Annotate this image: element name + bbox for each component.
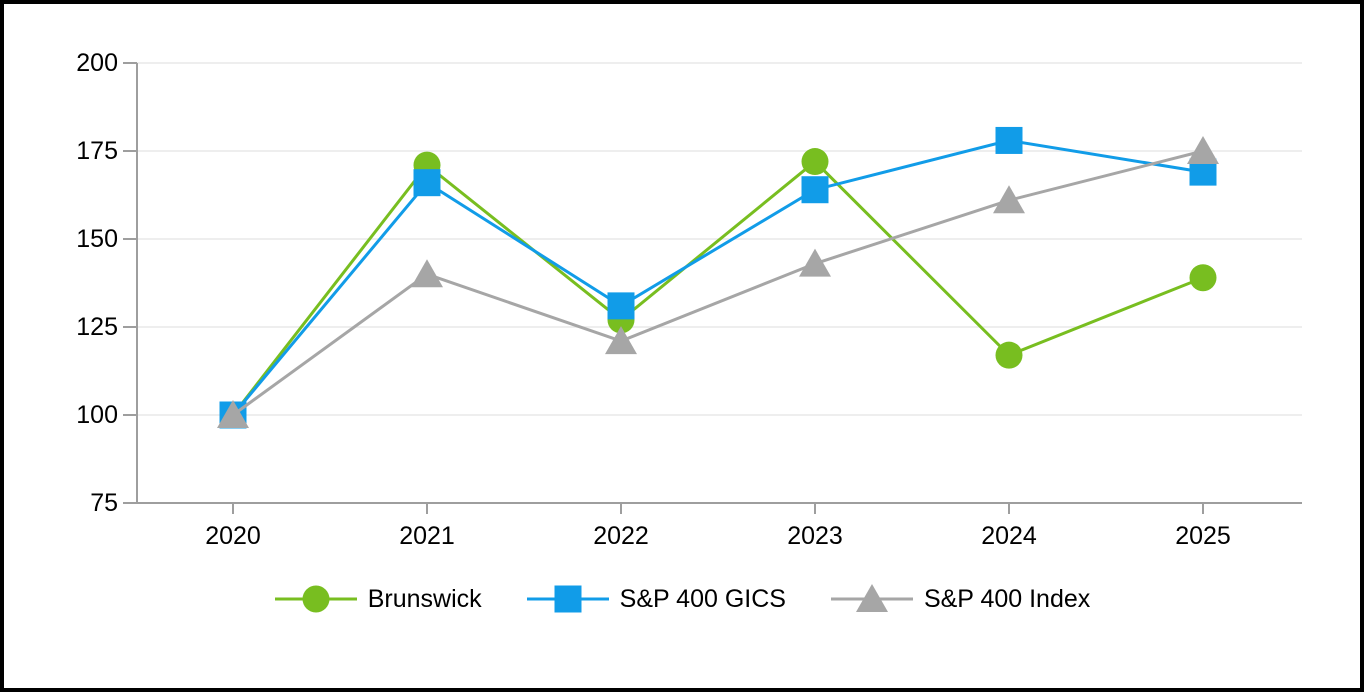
y-tick-label: 200 — [76, 49, 118, 77]
legend-item-brunswick: Brunswick — [274, 582, 482, 616]
brunswick-circle-marker-icon — [274, 582, 358, 616]
data-point-s-p-400-index — [1187, 136, 1219, 164]
data-point-s-p-400-index — [217, 400, 249, 428]
y-tick-label: 125 — [76, 313, 118, 341]
x-tick-label: 2020 — [205, 522, 261, 550]
data-point-brunswick — [1189, 264, 1217, 292]
legend-item-sp400-index: S&P 400 Index — [830, 582, 1090, 616]
data-point-s-p-400-index — [993, 185, 1025, 214]
legend-label-sp400-gics: S&P 400 GICS — [619, 584, 786, 613]
y-tick-label: 100 — [76, 401, 118, 429]
y-tick-label: 150 — [76, 225, 118, 253]
data-point-s-p-400-index — [605, 326, 637, 355]
legend-item-sp400-gics: S&P 400 GICS — [526, 582, 786, 616]
x-tick-label: 2021 — [399, 522, 455, 550]
series-line-brunswick — [231, 159, 1204, 416]
data-point-s-p-400-index — [411, 259, 443, 288]
data-point-brunswick — [995, 341, 1023, 369]
data-point-s-p-400-gics — [607, 292, 635, 320]
data-point-s-p-400-gics — [801, 176, 829, 204]
y-tick-label: 175 — [76, 137, 118, 165]
data-point-s-p-400-gics — [413, 169, 441, 197]
sp400-gics-square-marker-icon — [526, 582, 610, 616]
data-point-s-p-400-index — [799, 248, 831, 277]
x-tick-label: 2023 — [787, 522, 843, 550]
legend-label-brunswick: Brunswick — [367, 584, 482, 613]
x-tick-label: 2022 — [593, 522, 649, 550]
data-point-s-p-400-gics — [995, 126, 1023, 154]
sp400-index-triangle-marker-icon — [830, 582, 914, 616]
x-tick-label: 2024 — [981, 522, 1037, 550]
chart-legend: Brunswick S&P 400 GICS S&P 400 Index — [4, 582, 1360, 616]
legend-label-sp400-index: S&P 400 Index — [923, 584, 1091, 613]
line-chart: 75 100 125 150 175 200 2020 2021 2022 2023 2024 202… — [76, 49, 1302, 550]
y-tick-label: 75 — [90, 489, 118, 517]
series-line-s-p-400-index — [232, 149, 1204, 417]
x-tick-label: 2025 — [1175, 522, 1231, 550]
data-point-brunswick — [801, 148, 829, 176]
series-line-s-p-400-gics — [231, 138, 1204, 416]
